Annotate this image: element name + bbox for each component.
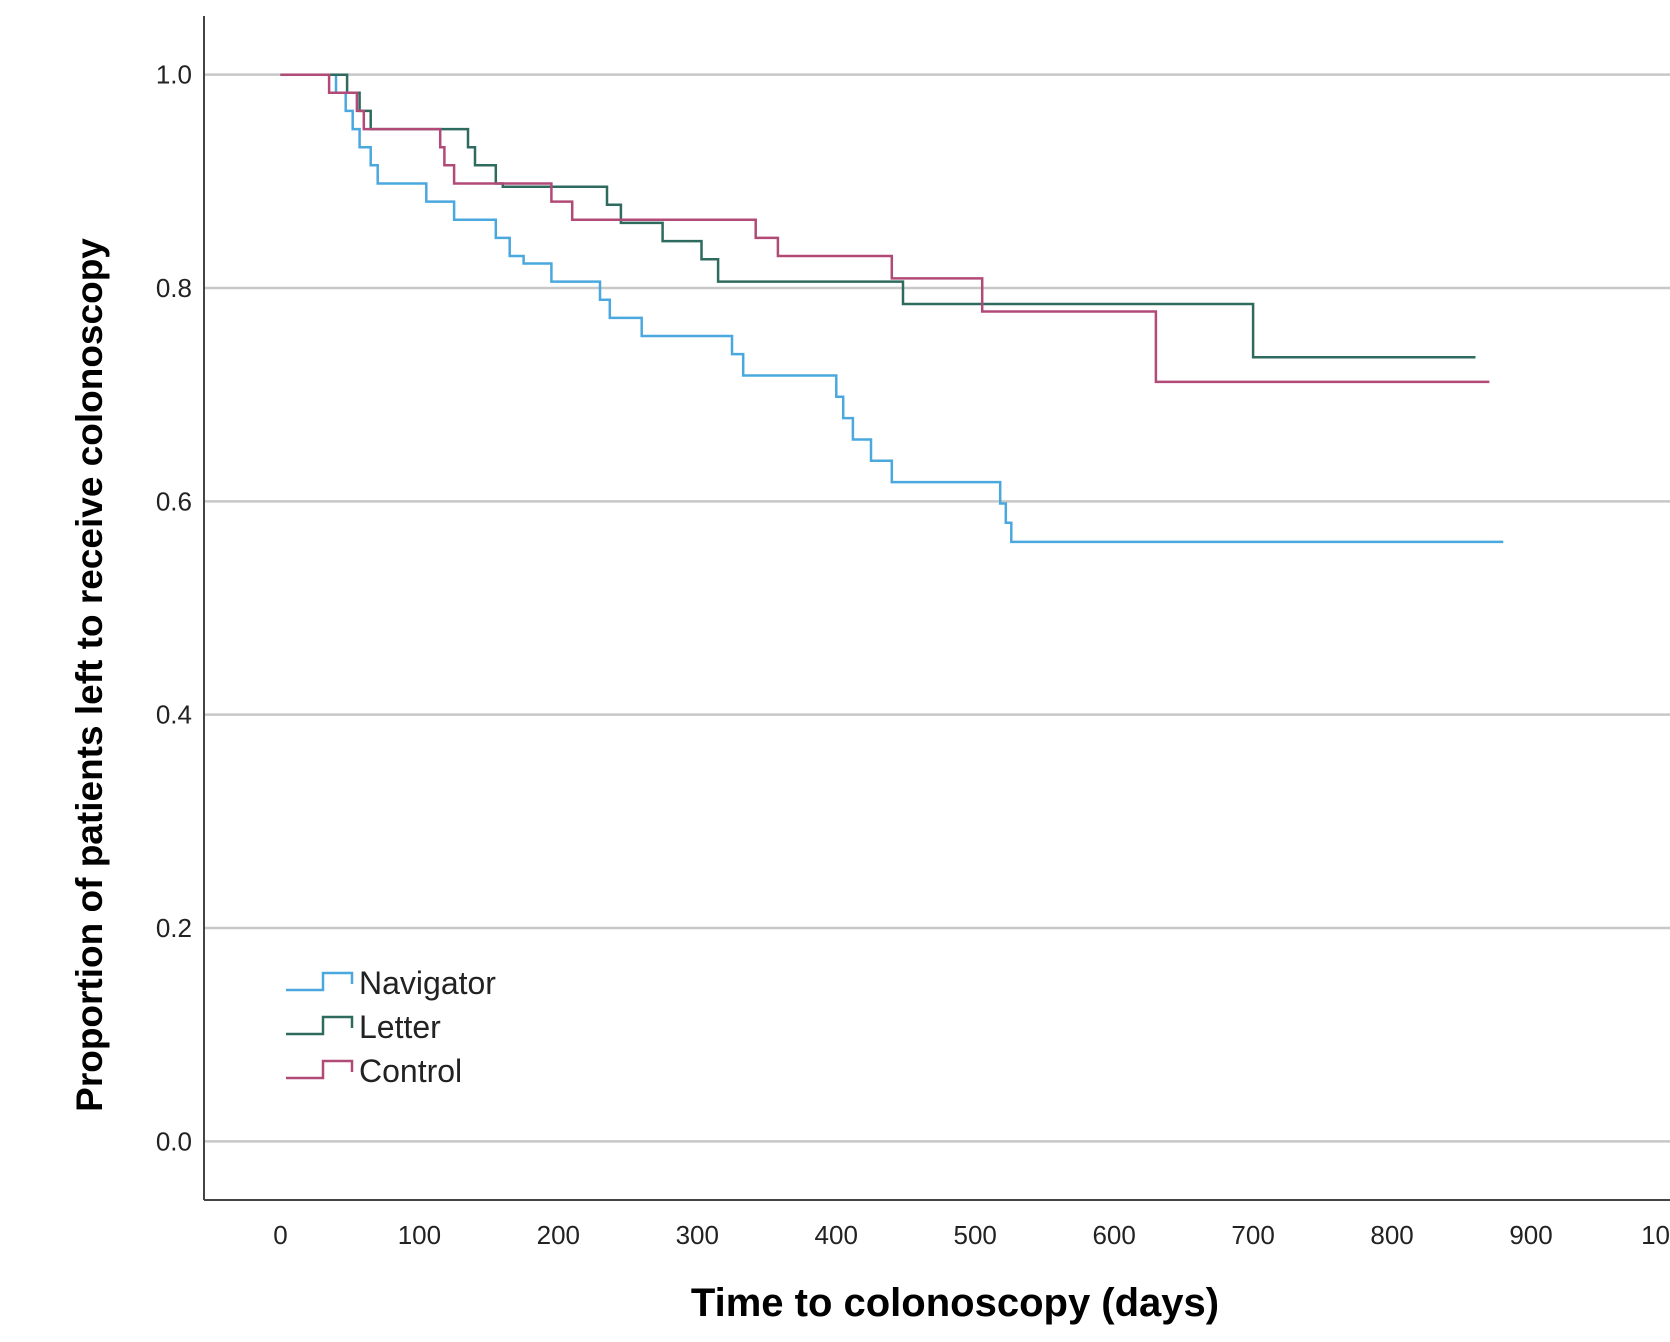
x-tick-label: 100 — [398, 1220, 441, 1250]
y-tick-labels: 0.0 0.2 0.4 0.6 0.8 1.0 — [156, 60, 192, 1157]
x-tick-label: 900 — [1509, 1220, 1552, 1250]
gridlines — [204, 73, 1670, 1143]
series-line-letter — [280, 73, 1476, 359]
y-axis-title: Proportion of patients left to receive c… — [69, 238, 110, 1112]
x-axis-title: Time to colonoscopy (days) — [691, 1281, 1219, 1325]
x-tick-labels: 0 100 200 300 400 500 600 700 800 900 1000 — [273, 1220, 1670, 1250]
series-lines — [280, 73, 1504, 544]
axes — [203, 16, 1670, 1201]
x-tick-label: 200 — [537, 1220, 580, 1250]
legend-label-navigator: Navigator — [359, 965, 496, 1001]
y-tick-label: 1.0 — [156, 60, 192, 90]
legend-label-control: Control — [359, 1053, 462, 1089]
series-line-control — [280, 73, 1490, 384]
x-tick-label: 0 — [273, 1220, 287, 1250]
x-tick-label: 400 — [815, 1220, 858, 1250]
x-tick-label: 1000 — [1641, 1220, 1670, 1250]
x-tick-label: 800 — [1370, 1220, 1413, 1250]
legend-swatch-control — [286, 1059, 354, 1080]
y-tick-label: 0.2 — [156, 913, 192, 943]
y-tick-label: 0.4 — [156, 700, 192, 730]
legend-swatch-letter — [286, 1015, 354, 1036]
x-tick-label: 500 — [954, 1220, 997, 1250]
x-tick-label: 700 — [1231, 1220, 1274, 1250]
legend-label-letter: Letter — [359, 1009, 441, 1045]
series-line-navigator — [280, 73, 1504, 544]
x-tick-label: 300 — [676, 1220, 719, 1250]
y-tick-label: 0.6 — [156, 486, 192, 516]
y-tick-label: 0.0 — [156, 1126, 192, 1156]
x-tick-label: 600 — [1092, 1220, 1135, 1250]
legend: Navigator Letter Control — [286, 965, 496, 1089]
y-tick-label: 0.8 — [156, 273, 192, 303]
legend-swatch-navigator — [286, 971, 354, 992]
